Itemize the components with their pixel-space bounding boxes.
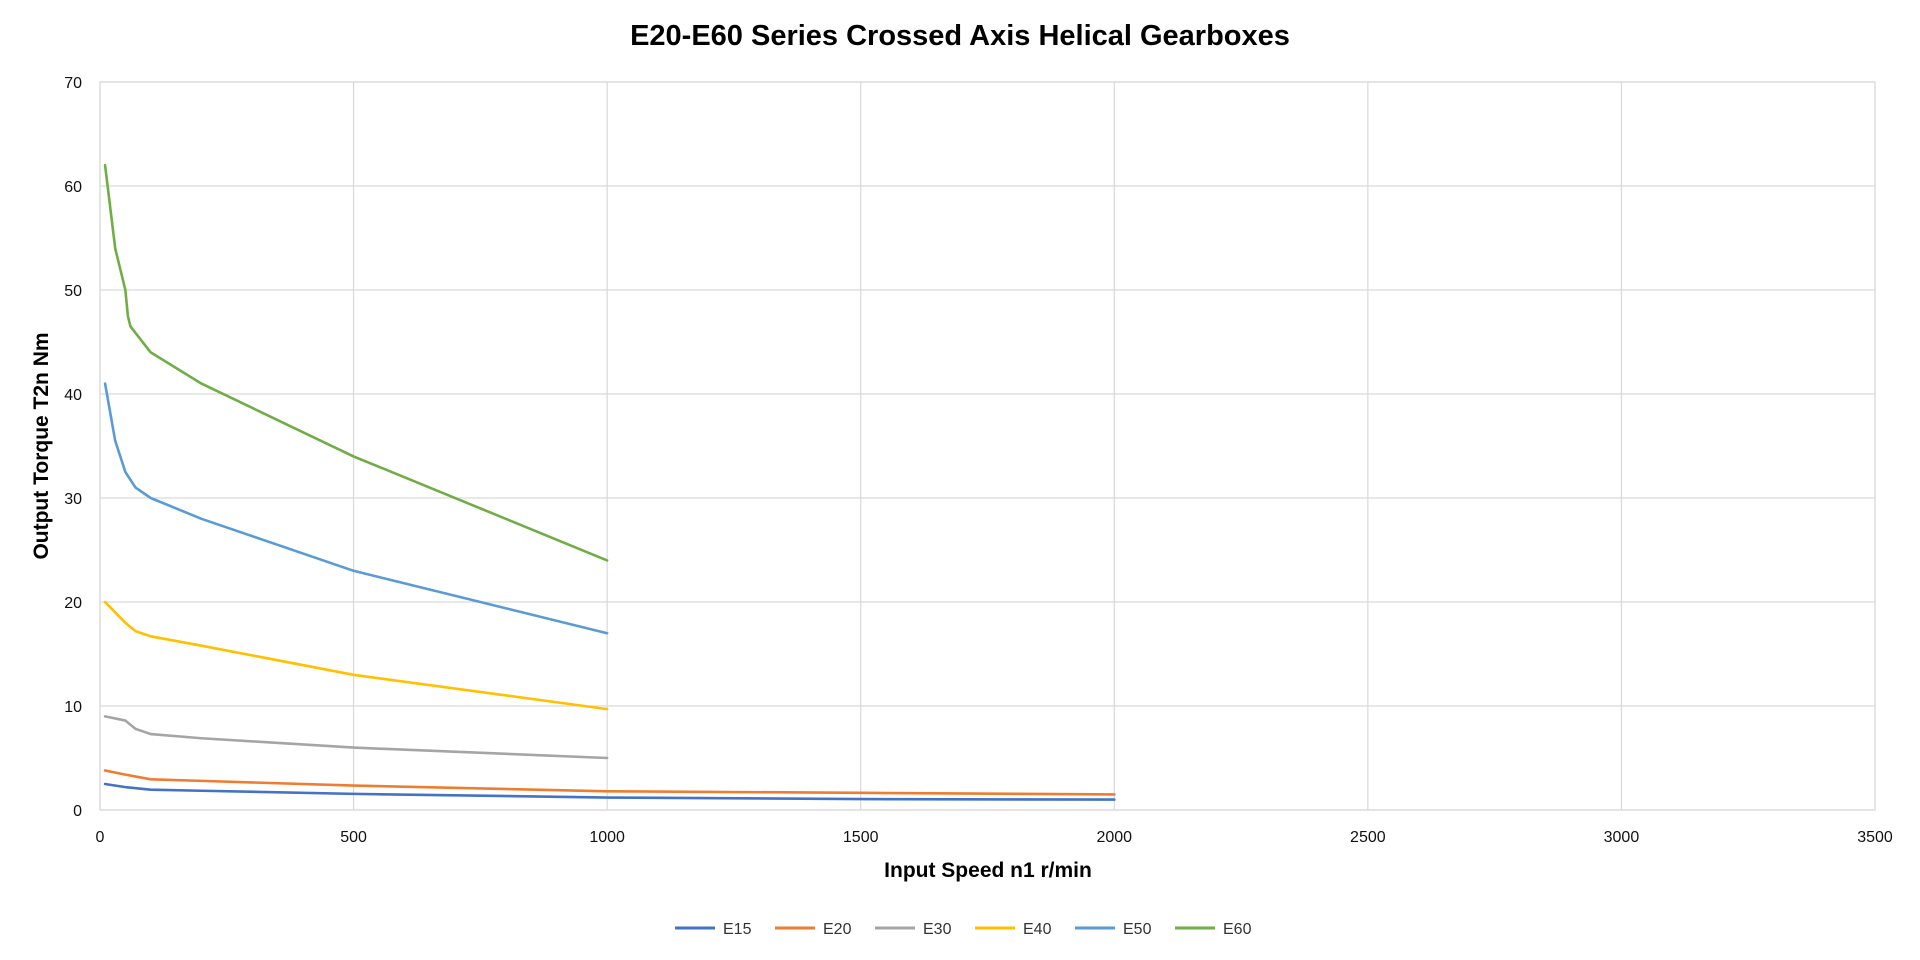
x-tick-label: 3000 <box>1604 829 1640 846</box>
legend-label: E40 <box>1023 921 1052 938</box>
x-tick-label: 1500 <box>843 829 879 846</box>
y-tick-label: 0 <box>73 803 82 820</box>
legend-item-e60: E60 <box>1175 921 1252 938</box>
chart-title: E20-E60 Series Crossed Axis Helical Gear… <box>630 20 1290 52</box>
legend-label: E30 <box>923 921 952 938</box>
legend-label: E15 <box>723 921 752 938</box>
x-tick-label: 2000 <box>1096 829 1132 846</box>
series-line-e15 <box>103 782 1116 801</box>
y-tick-label: 50 <box>64 283 82 300</box>
series-line-e20 <box>103 769 1116 796</box>
x-tick-label: 1000 <box>589 829 625 846</box>
x-tick-label: 0 <box>96 829 105 846</box>
y-tick-label: 30 <box>64 491 82 508</box>
legend-item-e40: E40 <box>975 921 1052 938</box>
x-axis-ticks: 0 500 1000 1500 2000 2500 3000 3500 <box>96 829 1893 846</box>
y-tick-label: 40 <box>64 387 82 404</box>
series-line-e60 <box>103 163 609 562</box>
y-axis-ticks: 0 10 20 30 40 50 60 70 <box>64 75 82 820</box>
x-tick-label: 3500 <box>1857 829 1893 846</box>
y-tick-label: 70 <box>64 75 82 92</box>
grid-lines <box>99 81 1876 811</box>
x-tick-label: 500 <box>340 829 367 846</box>
series-line-e40 <box>103 600 609 711</box>
legend-label: E20 <box>823 921 852 938</box>
series-line-e50 <box>103 382 609 635</box>
series-line-e30 <box>103 715 609 760</box>
legend-item-e15: E15 <box>675 921 752 938</box>
legend-label: E60 <box>1223 921 1252 938</box>
y-tick-label: 60 <box>64 179 82 196</box>
legend: E15 E20 E30 E40 E50 E60 <box>675 921 1252 938</box>
x-tick-label: 2500 <box>1350 829 1386 846</box>
y-axis-label: Output Torque T2n Nm <box>30 332 53 559</box>
legend-item-e20: E20 <box>775 921 852 938</box>
legend-item-e50: E50 <box>1075 921 1152 938</box>
series-lines <box>103 163 1116 801</box>
legend-item-e30: E30 <box>875 921 952 938</box>
y-tick-label: 10 <box>64 699 82 716</box>
legend-label: E50 <box>1123 921 1152 938</box>
x-axis-label: Input Speed n1 r/min <box>884 859 1092 882</box>
plot-frame <box>99 81 1876 811</box>
y-tick-label: 20 <box>64 595 82 612</box>
